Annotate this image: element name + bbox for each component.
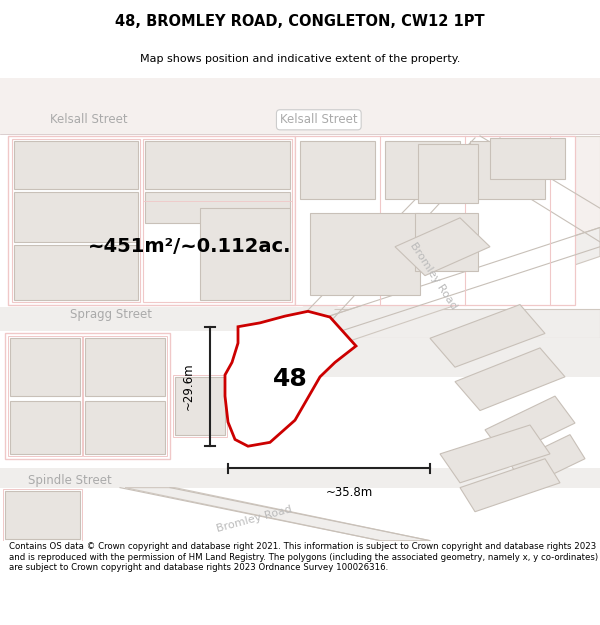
Polygon shape <box>440 425 550 483</box>
Polygon shape <box>418 144 478 203</box>
Polygon shape <box>14 192 138 242</box>
Text: Kelsall Street: Kelsall Street <box>280 113 358 126</box>
Polygon shape <box>145 192 290 222</box>
Polygon shape <box>300 141 375 199</box>
Polygon shape <box>295 136 575 304</box>
Polygon shape <box>225 311 356 446</box>
Polygon shape <box>310 213 420 295</box>
Text: Map shows position and indicative extent of the property.: Map shows position and indicative extent… <box>140 54 460 64</box>
Text: Kelsall Street: Kelsall Street <box>50 113 128 126</box>
Polygon shape <box>175 377 225 434</box>
Polygon shape <box>8 136 295 304</box>
Text: Bromley Road: Bromley Road <box>408 241 459 311</box>
Polygon shape <box>490 138 565 179</box>
Text: 48, BROMLEY ROAD, CONGLETON, CW12 1PT: 48, BROMLEY ROAD, CONGLETON, CW12 1PT <box>115 14 485 29</box>
Polygon shape <box>310 309 600 338</box>
Polygon shape <box>470 141 545 199</box>
Polygon shape <box>460 459 560 512</box>
Polygon shape <box>455 348 565 411</box>
Polygon shape <box>10 401 80 454</box>
Polygon shape <box>5 334 170 459</box>
Polygon shape <box>485 396 575 457</box>
Polygon shape <box>0 308 430 331</box>
Polygon shape <box>10 338 80 396</box>
Polygon shape <box>395 218 490 276</box>
Polygon shape <box>430 304 545 367</box>
Polygon shape <box>14 245 138 300</box>
Polygon shape <box>285 228 600 359</box>
Polygon shape <box>5 491 80 539</box>
Text: 48: 48 <box>272 367 307 391</box>
Text: Bromley Road: Bromley Road <box>215 504 293 534</box>
Text: Spragg Street: Spragg Street <box>70 308 152 321</box>
Polygon shape <box>85 401 165 454</box>
Polygon shape <box>200 208 290 300</box>
Polygon shape <box>415 213 478 271</box>
Text: ~35.8m: ~35.8m <box>325 486 373 499</box>
Polygon shape <box>0 468 600 488</box>
Polygon shape <box>125 488 430 541</box>
Polygon shape <box>145 141 290 189</box>
Polygon shape <box>85 338 165 396</box>
Polygon shape <box>0 78 600 134</box>
Polygon shape <box>14 141 138 189</box>
Text: ~29.6m: ~29.6m <box>182 362 194 410</box>
Text: ~451m²/~0.112ac.: ~451m²/~0.112ac. <box>88 238 292 256</box>
Polygon shape <box>290 138 510 334</box>
Text: Contains OS data © Crown copyright and database right 2021. This information is : Contains OS data © Crown copyright and d… <box>9 542 598 572</box>
Polygon shape <box>385 141 460 199</box>
Text: Spindle Street: Spindle Street <box>28 474 112 488</box>
Polygon shape <box>480 136 600 251</box>
Polygon shape <box>280 338 600 377</box>
Polygon shape <box>510 434 585 488</box>
